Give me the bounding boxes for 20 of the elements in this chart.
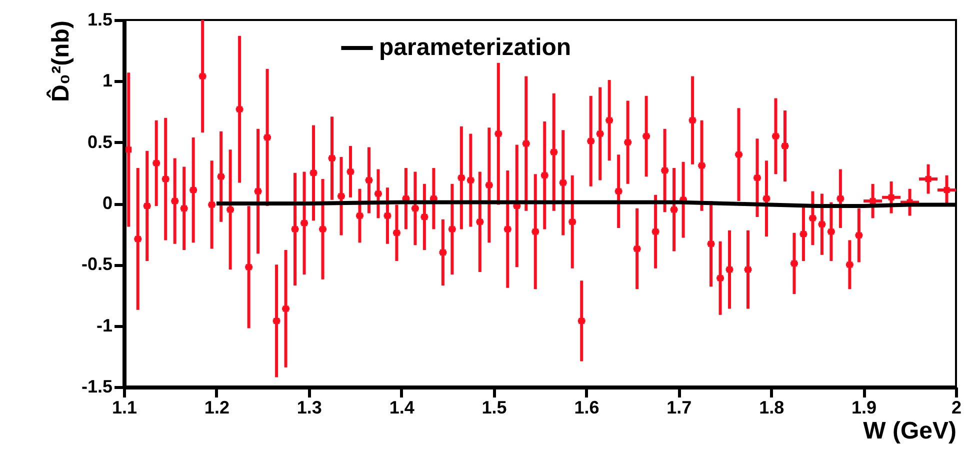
y-tick-label: 0.5 (87, 132, 112, 152)
x-tick-label: 2 (951, 398, 962, 418)
x-tick-label: 1.8 (759, 398, 784, 418)
x-tick-label: 1.5 (482, 398, 507, 418)
y-tick-label: -1.5 (81, 376, 112, 396)
x-tick-label: 1.4 (389, 398, 414, 418)
y-tick-label: 0 (102, 193, 112, 213)
x-tick-label: 1.2 (204, 398, 230, 418)
y-tick-label: -1 (96, 315, 112, 336)
y-axis-title: D̂₀²(nb) (46, 20, 74, 102)
y-tick-label: 1.5 (87, 10, 112, 30)
x-tick-label: 1.3 (296, 398, 322, 418)
x-axis-title: W (GeV) (863, 418, 956, 444)
y-tick-label: -0.5 (81, 254, 112, 274)
legend-label: parameterization (379, 34, 572, 61)
x-tick-label: 1.1 (112, 398, 138, 418)
x-tick-label: 1.7 (666, 398, 692, 418)
x-tick-label: 1.9 (852, 398, 877, 418)
y-tick-label: 1 (102, 70, 112, 91)
x-tick-label: 1.6 (574, 398, 600, 418)
